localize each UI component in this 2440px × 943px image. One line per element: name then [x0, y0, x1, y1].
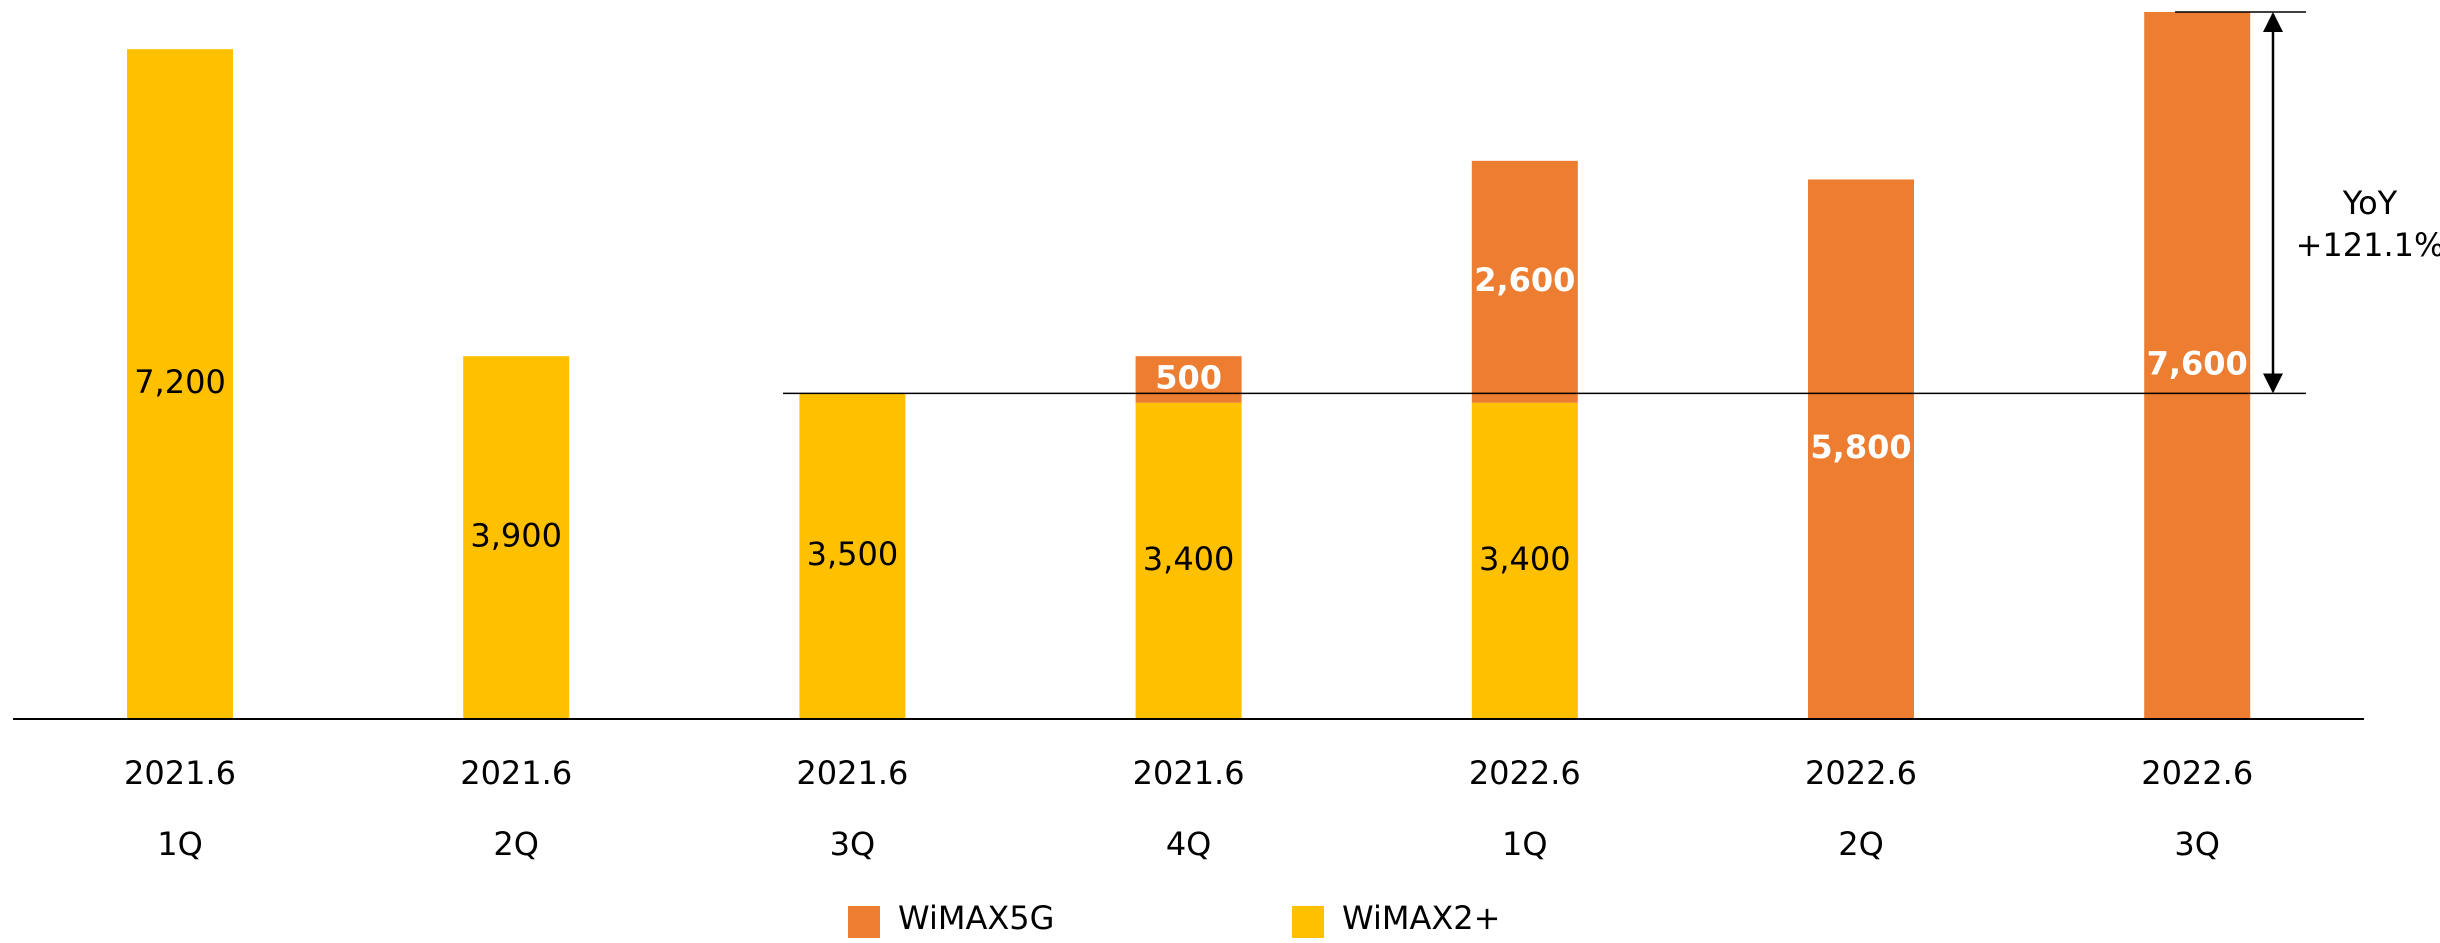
value-label: 3,500	[807, 535, 899, 573]
x-tick-label: 2022.6	[1805, 754, 1917, 792]
value-label: 7,200	[134, 363, 226, 401]
x-tick-label: 2022.6	[1469, 754, 1581, 792]
annotation: +121.1%	[2296, 226, 2440, 264]
value-label: 3,900	[470, 517, 562, 555]
value-label: 3,400	[1143, 540, 1235, 578]
legend-label: WiMAX5G	[898, 899, 1054, 937]
bar-segment	[127, 49, 233, 720]
value-label: 2,600	[1474, 261, 1575, 299]
bar-segment	[799, 393, 906, 719]
bar-segment	[2144, 12, 2251, 719]
value-label: 5,800	[1810, 428, 1911, 466]
x-tick-label: 1Q	[157, 825, 203, 863]
bar-segment	[463, 356, 570, 719]
bar-segment	[1135, 402, 1242, 719]
legend-swatch	[1292, 906, 1324, 938]
value-label: 3,400	[1479, 540, 1571, 578]
bar-segment	[1471, 160, 1578, 403]
x-tick-label: 2021.6	[460, 754, 572, 792]
x-tick-label: 2021.6	[1133, 754, 1245, 792]
annotation: YoY	[2342, 184, 2398, 222]
x-tick-label: 2Q	[1838, 825, 1884, 863]
x-tick-label: 3Q	[830, 825, 876, 863]
x-tick-label: 2021.6	[124, 754, 236, 792]
value-label: 500	[1155, 358, 1222, 396]
bar-segment	[1135, 356, 1242, 403]
value-label: 7,600	[2147, 345, 2248, 383]
x-tick-label: 2022.6	[2141, 754, 2253, 792]
x-tick-label: 4Q	[1166, 825, 1212, 863]
legend-swatch	[848, 906, 880, 938]
x-tick-label: 2Q	[493, 825, 539, 863]
bar-segment	[1808, 179, 1914, 719]
bar-segment	[1471, 402, 1578, 719]
x-tick-label: 2021.6	[796, 754, 908, 792]
legend-label: WiMAX2+	[1342, 899, 1500, 937]
x-tick-label: 3Q	[2174, 825, 2220, 863]
x-tick-label: 1Q	[1502, 825, 1548, 863]
